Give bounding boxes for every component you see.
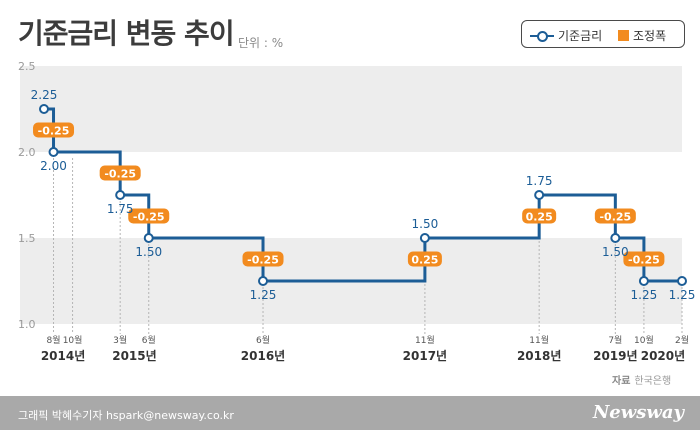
band-2.0-2.5: [20, 66, 682, 152]
month-tick-label: 3월: [113, 334, 127, 346]
adjust-label: -0.25: [247, 254, 279, 267]
adjust-label: -0.25: [104, 168, 136, 181]
adjust-label: 0.25: [411, 254, 438, 267]
legend-line-marker: [530, 28, 554, 44]
data-point: [638, 276, 649, 286]
month-tick-label: 2월: [675, 334, 689, 346]
credit: 그래픽 박혜수기자 hspark@newsway.co.kr: [18, 409, 234, 422]
data-point: [419, 233, 430, 243]
data-label: 1.25: [631, 288, 658, 302]
data-label: 1.25: [669, 288, 696, 302]
source: 자료 한국은행: [612, 372, 671, 387]
data-label: 2.25: [31, 88, 58, 102]
data-label: 1.50: [602, 245, 629, 259]
month-tick-label: 6월: [256, 334, 270, 346]
brand-logo: Newsway: [592, 402, 684, 423]
adjust-label: -0.25: [38, 125, 70, 138]
y-tick-label: 2.0: [18, 146, 36, 159]
data-label: 1.75: [107, 202, 134, 216]
data-label: 2.00: [40, 159, 67, 173]
legend-rate-label: 기준금리: [558, 29, 603, 43]
year-tick-label: 2020년: [641, 349, 685, 363]
data-label: 1.25: [250, 288, 277, 302]
month-tick-label: 11월: [529, 334, 549, 346]
data-point: [48, 147, 59, 157]
legend-square-marker: [618, 30, 629, 41]
data-point: [258, 276, 269, 286]
adjust-badge: [594, 208, 636, 224]
adjust-label: -0.25: [133, 211, 165, 224]
data-point: [143, 233, 154, 243]
adjust-label: 0.25: [526, 211, 553, 224]
year-tick-label: 2015년: [112, 349, 156, 363]
month-tick-label: 7월: [608, 334, 622, 346]
month-tick-label: 11월: [415, 334, 435, 346]
adjust-badge: [407, 251, 442, 267]
adjust-badge: [623, 251, 665, 267]
month-tick-label: 6월: [142, 334, 156, 346]
adjust-badge: [128, 208, 170, 224]
adjust-label: -0.25: [599, 211, 631, 224]
y-tick-label: 1.5: [18, 232, 36, 245]
data-point: [39, 104, 49, 114]
footer: 그래픽 박혜수기자 hspark@newsway.co.kr Newsway: [0, 396, 700, 430]
month-tick-label: 8월: [47, 334, 61, 346]
legend-adjust: 조정폭: [618, 27, 666, 44]
data-point: [610, 233, 621, 243]
year-tick-label: 2019년: [593, 349, 637, 363]
year-tick-label: 2017년: [403, 349, 447, 363]
adjust-badge: [99, 165, 141, 181]
adjust-badge: [522, 208, 557, 224]
unit-label: 단위 : %: [238, 36, 284, 50]
legend-rate: 기준금리: [530, 27, 602, 44]
rate-chart: 1.01.52.02.58월 10월 3월 6월 6월 11월 11월 7월 10월 2월2014…: [18, 60, 696, 363]
data-point: [115, 190, 126, 200]
legend-adjust-label: 조정폭: [633, 29, 667, 43]
legend: 기준금리 조정폭: [521, 20, 685, 48]
adjust-badge: [242, 251, 284, 267]
adjust-badge: [33, 122, 75, 138]
y-tick-label: 2.5: [18, 60, 36, 73]
data-label: 1.75: [526, 174, 553, 188]
source-name: 한국은행: [634, 376, 672, 387]
data-label: 1.50: [135, 245, 162, 259]
y-tick-label: 1.0: [18, 318, 36, 331]
month-tick-label: 10월: [634, 334, 654, 346]
data-point: [677, 276, 687, 286]
data-point: [534, 190, 545, 200]
chart-title: 기준금리 변동 추이: [18, 17, 235, 50]
adjust-label: -0.25: [628, 254, 660, 267]
year-tick-label: 2016년: [241, 349, 285, 363]
month-tick-label: 10월: [63, 334, 83, 346]
data-label: 1.50: [412, 217, 439, 231]
year-tick-label: 2018년: [517, 349, 561, 363]
year-tick-label: 2014년: [41, 349, 85, 363]
source-label: 자료: [612, 376, 631, 387]
